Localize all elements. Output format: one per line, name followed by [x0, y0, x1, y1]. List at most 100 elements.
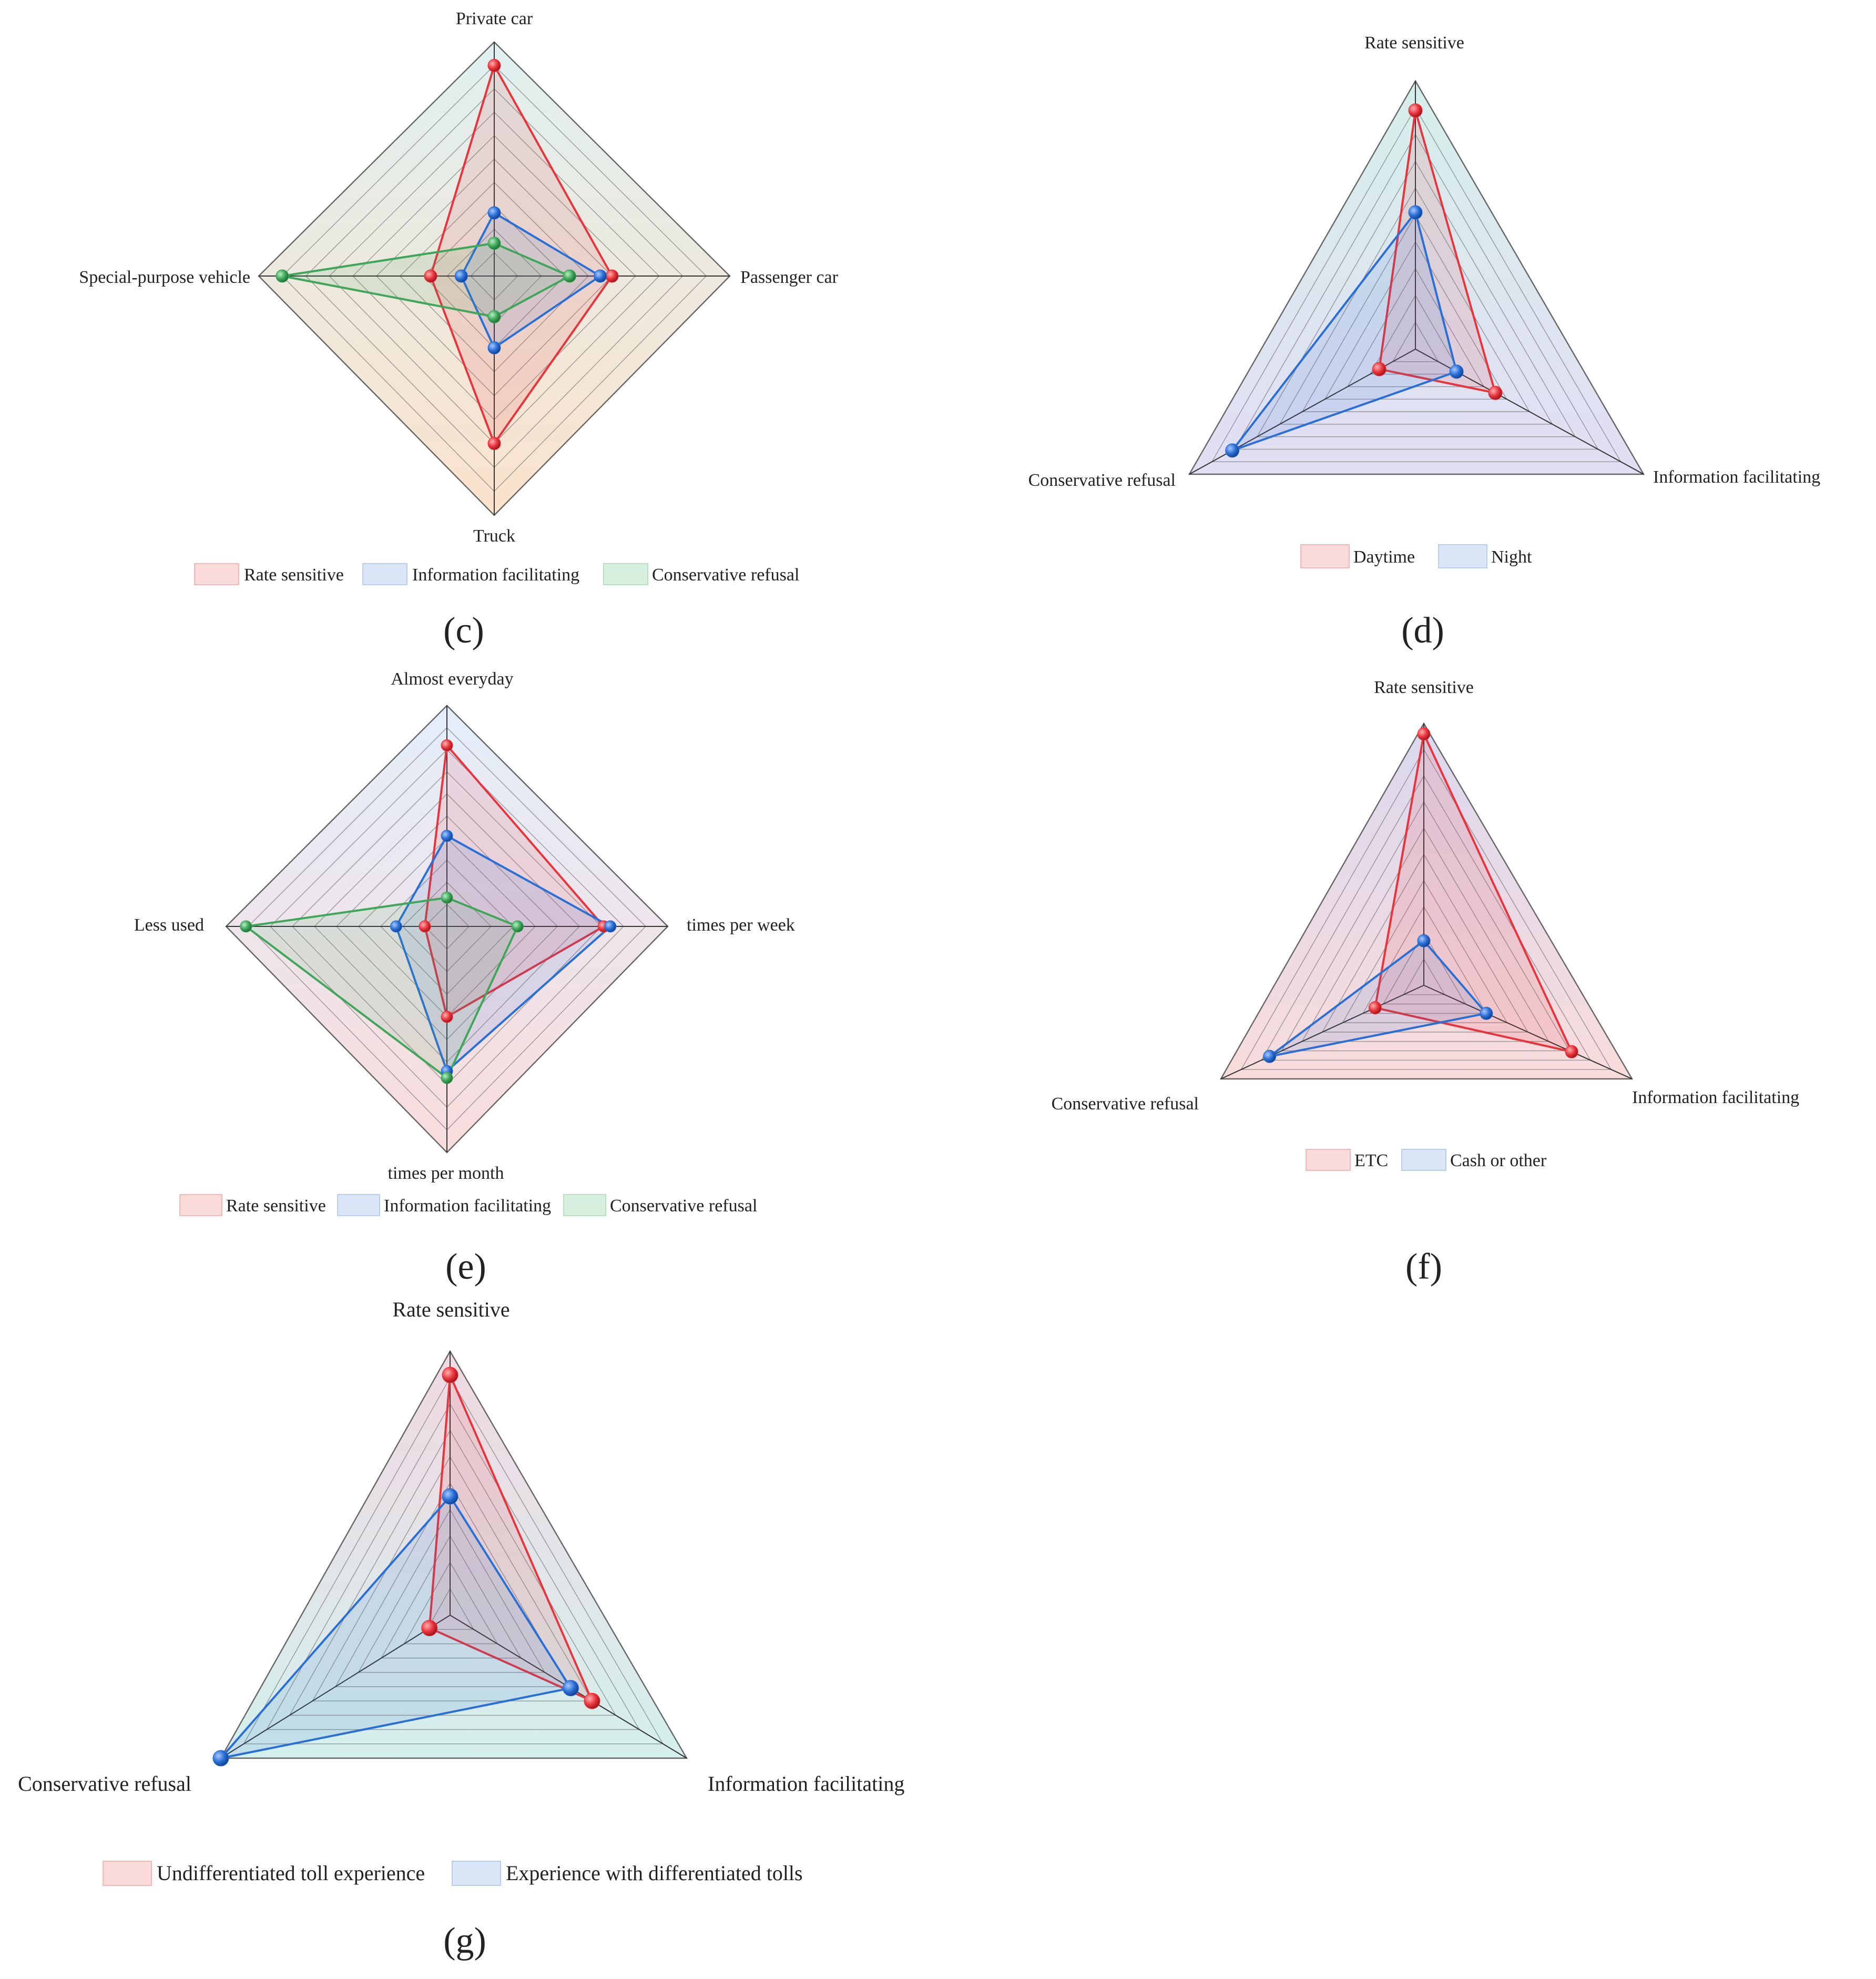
caption-d: (d): [1401, 610, 1444, 651]
panel-g: Rate sensitive Information facilitating …: [18, 1298, 904, 1961]
radar-c-point-conservative-refusal-special-purpose-vehicle: [276, 269, 289, 283]
caption-f: (f): [1405, 1247, 1442, 1287]
axis-label-c-private-car: Private car: [456, 9, 533, 28]
radar-d-ring-7: [1256, 160, 1576, 437]
radar-f-ring-7: [1281, 801, 1571, 1052]
legend-swatch-d-daytime: [1300, 544, 1350, 568]
legend-f: ETC Cash or other: [1306, 1149, 1547, 1171]
radar-f-ring-8: [1260, 775, 1592, 1061]
radar-c-point-rate-sensitive-passenger-car: [605, 269, 619, 283]
radar-c-point-rate-sensitive-private-car: [487, 59, 501, 72]
radar-e-point-information-facilitating-times-per-week: [604, 920, 617, 933]
radar-g-ring-5: [334, 1482, 569, 1687]
radar-d-point-daytime-rate-sensitive: [1408, 103, 1423, 118]
radar-e-point-rate-sensitive-almost-everyday: [441, 739, 453, 752]
radar-d-point-night-rate-sensitive: [1408, 205, 1423, 220]
radar-g-ring-4: [358, 1508, 546, 1673]
radar-f-background: [1221, 723, 1632, 1079]
radar-g-ring-8: [266, 1403, 640, 1730]
radar-g-series: [212, 1366, 600, 1767]
axis-label-d-conservative-refusal: Conservative refusal: [1028, 471, 1176, 490]
legend-label-f-cash-or-other: Cash or other: [1450, 1151, 1547, 1170]
legend-c: Rate sensitive Information facilitating …: [194, 563, 799, 585]
caption-c: (c): [443, 610, 484, 651]
radar-g-series-undifferentiated-toll-experience: [428, 1374, 593, 1702]
radar-g-point-undifferentiated-toll-experience-information-facilitating: [584, 1692, 600, 1709]
radar-f-point-cash-or-other-rate-sensitive: [1417, 934, 1431, 947]
legend-swatch-g-differentiated: [452, 1861, 501, 1886]
radar-c-point-rate-sensitive-special-purpose-vehicle: [424, 269, 437, 283]
axis-label-f-information-facilitating: Information facilitating: [1632, 1088, 1799, 1107]
axis-label-g-information-facilitating: Information facilitating: [708, 1772, 904, 1796]
radar-d-point-night-information-facilitating: [1449, 364, 1464, 379]
radar-e-point-conservative-refusal-times-per-month: [441, 1072, 453, 1084]
legend-label-g-differentiated: Experience with differentiated tolls: [506, 1861, 803, 1885]
legend-label-d-night: Night: [1491, 547, 1532, 567]
radar-f-grid: [1219, 722, 1634, 1080]
legend-label-e-rate-sensitive: Rate sensitive: [226, 1196, 326, 1216]
axis-label-e-times-per-week: times per week: [687, 915, 795, 935]
legend-label-e-information-facilitating: Information facilitating: [384, 1196, 551, 1216]
axis-label-d-rate-sensitive: Rate sensitive: [1364, 33, 1464, 53]
radar-f-series-cash-or-other: [1268, 940, 1487, 1058]
legend-swatch-f-cash-or-other: [1401, 1149, 1446, 1171]
radar-g-point-experience-with-differentiated-tolls-information-facilitating: [563, 1680, 579, 1697]
radar-g-spoke-conservative-refusal: [220, 1615, 451, 1759]
panel-f: Rate sensitive Information facilitating …: [1052, 678, 1800, 1287]
radar-d-background: [1189, 81, 1644, 474]
legend-swatch-e-rate-sensitive: [179, 1194, 222, 1216]
legend-label-f-etc: ETC: [1354, 1151, 1388, 1170]
axis-label-d-information-facilitating: Information facilitating: [1653, 467, 1820, 487]
legend-label-g-undifferentiated: Undifferentiated toll experience: [157, 1861, 425, 1885]
radar-g-point-undifferentiated-toll-experience-rate-sensitive: [442, 1366, 458, 1383]
legend-swatch-e-information-facilitating: [337, 1194, 380, 1216]
legend-g: Undifferentiated toll experience Experie…: [103, 1861, 803, 1886]
radar-g-ring-7: [289, 1430, 617, 1716]
radar-d-series-night: [1231, 211, 1458, 452]
radar-f-ring-4: [1342, 880, 1508, 1023]
legend-swatch-f-etc: [1306, 1149, 1351, 1171]
radar-c-point-conservative-refusal-truck: [487, 310, 501, 323]
panel-d: Rate sensitive Information facilitating …: [1028, 33, 1821, 651]
axis-label-g-rate-sensitive: Rate sensitive: [392, 1298, 509, 1321]
legend-swatch-c-conservative-refusal: [603, 563, 648, 585]
radar-c-series: [276, 59, 619, 450]
radar-d-series: [1225, 103, 1503, 458]
radar-g-ring-9: [243, 1376, 664, 1745]
legend-label-c-rate-sensitive: Rate sensitive: [244, 565, 344, 585]
radar-e-point-rate-sensitive-less-used: [419, 920, 431, 933]
radar-e-point-conservative-refusal-times-per-week: [511, 920, 524, 933]
radar-f-ring-6: [1301, 827, 1549, 1042]
legend-label-d-daytime: Daytime: [1353, 547, 1415, 567]
radar-g-point-experience-with-differentiated-tolls-conservative-refusal: [212, 1750, 229, 1767]
radar-f-ring-5: [1321, 853, 1529, 1033]
radar-f-ring-9: [1240, 749, 1612, 1070]
radar-f-series: [1263, 727, 1578, 1063]
legend-swatch-d-night: [1438, 544, 1487, 568]
legend-d: Daytime Night: [1300, 544, 1532, 568]
radar-d-point-night-conservative-refusal: [1225, 443, 1240, 458]
radar-g-point-experience-with-differentiated-tolls-rate-sensitive: [442, 1488, 458, 1505]
axis-label-f-rate-sensitive: Rate sensitive: [1374, 678, 1474, 697]
radar-g-point-undifferentiated-toll-experience-conservative-refusal: [421, 1619, 438, 1636]
radar-f-point-etc-information-facilitating: [1565, 1045, 1578, 1058]
radar-f-spoke-conservative-refusal: [1220, 985, 1424, 1079]
radar-d-ring-6: [1279, 187, 1553, 425]
radar-g-ring-1: [426, 1588, 475, 1630]
legend-swatch-c-information-facilitating: [362, 563, 407, 585]
radar-c-point-information-facilitating-private-car: [487, 206, 501, 220]
radar-f-ring-3: [1362, 906, 1487, 1014]
legend-swatch-g-undifferentiated: [103, 1861, 152, 1886]
panel-e: Almost everyday times per week times per…: [134, 669, 795, 1287]
radar-e-point-information-facilitating-less-used: [390, 920, 402, 933]
radar-d-ring-8: [1233, 134, 1599, 450]
radar-f-series-etc: [1374, 732, 1573, 1053]
radar-c-point-information-facilitating-truck: [487, 341, 501, 354]
radar-g-ring-6: [312, 1456, 593, 1701]
caption-g: (g): [443, 1921, 486, 1961]
radar-d-ring-2: [1369, 294, 1462, 375]
axis-label-c-passenger-car: Passenger car: [740, 268, 839, 287]
radar-g-ring-2: [403, 1562, 498, 1645]
radar-f-background-fill: [1221, 723, 1632, 1079]
axis-label-e-less-used: Less used: [134, 915, 204, 935]
